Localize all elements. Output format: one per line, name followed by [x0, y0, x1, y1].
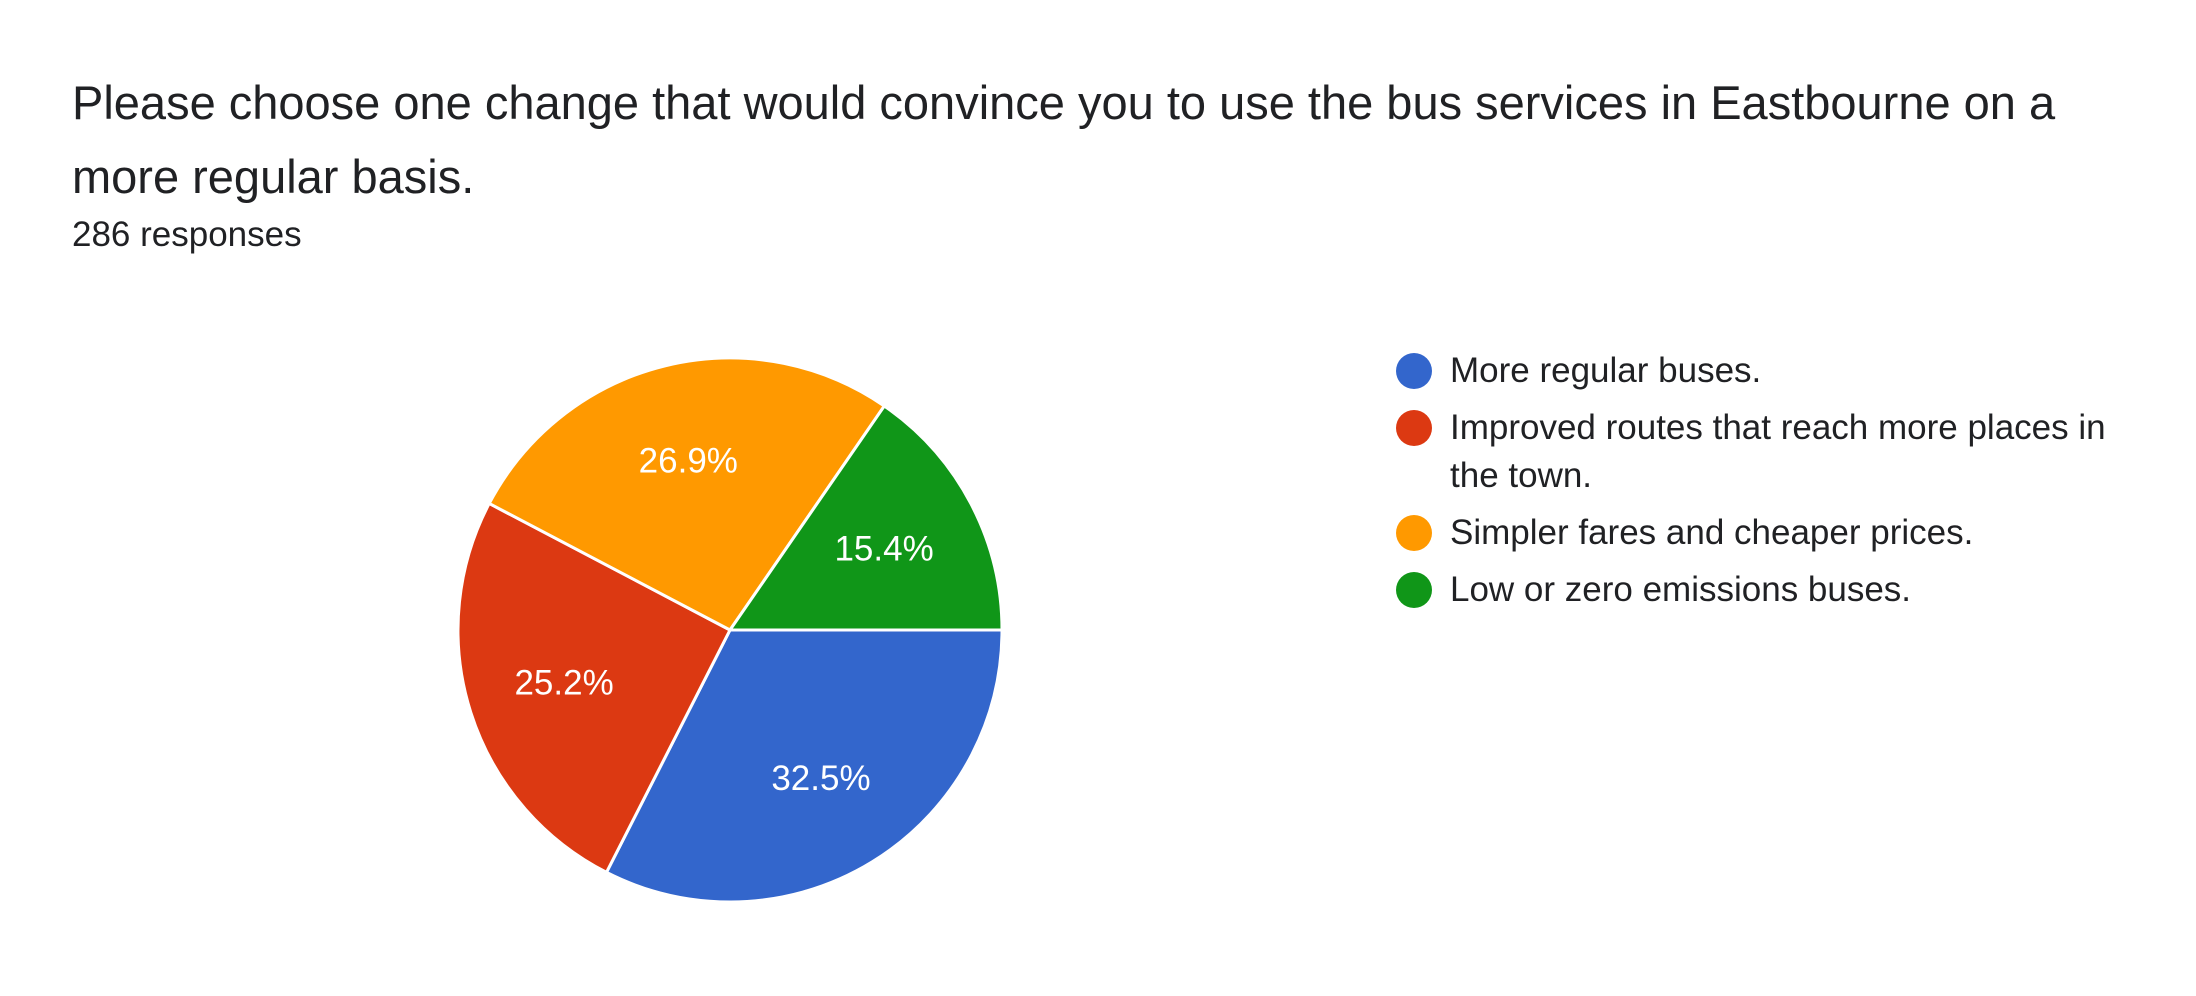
response-count: 286 responses	[72, 215, 302, 254]
pie-slice-label: 26.9%	[639, 441, 738, 480]
pie-slice-label: 15.4%	[834, 530, 933, 569]
legend-item: Low or zero emissions buses.	[1396, 566, 2136, 614]
legend-swatch-icon	[1396, 515, 1432, 551]
legend-swatch-icon	[1396, 572, 1432, 608]
legend-swatch-icon	[1396, 410, 1432, 446]
pie-slice-label: 32.5%	[771, 759, 870, 798]
legend-label: Low or zero emissions buses.	[1450, 570, 1912, 609]
legend-item: Improved routes that reach more places i…	[1396, 404, 2136, 500]
pie-slice	[605, 628, 1004, 904]
legend-label: More regular buses.	[1450, 351, 1762, 390]
legend-swatch-icon	[1396, 353, 1432, 389]
pie-slice-label: 25.2%	[514, 663, 613, 702]
chart-legend: More regular buses. Improved routes that …	[1396, 347, 2136, 623]
legend-label: Simpler fares and cheaper prices.	[1450, 513, 1974, 552]
question-title: Please choose one change that would conv…	[72, 76, 2056, 203]
legend-item: Simpler fares and cheaper prices.	[1396, 509, 2136, 557]
legend-label: Improved routes that reach more places i…	[1450, 408, 2106, 495]
pie-slice	[728, 404, 1004, 632]
pie-chart: 32.5% 25.2% 26.9% 15.4%	[456, 356, 1004, 904]
pie-slice	[487, 356, 886, 632]
legend-item: More regular buses.	[1396, 347, 2136, 395]
